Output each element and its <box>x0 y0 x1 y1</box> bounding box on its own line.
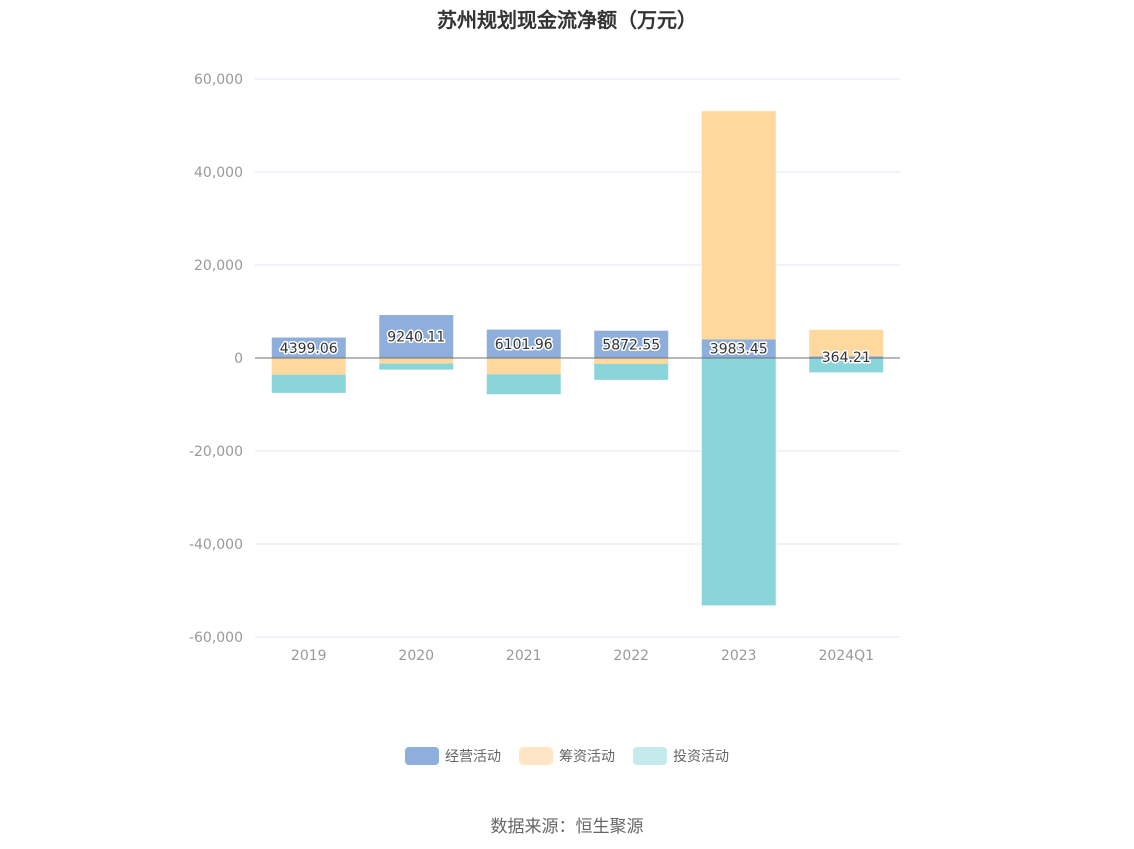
bar-筹资活动-2024Q1 <box>809 329 884 357</box>
x-tick-label: 2024Q1 <box>818 648 874 664</box>
legend-swatch <box>519 747 553 765</box>
bar-投资活动-2023 <box>701 358 776 606</box>
y-tick-label: 0 <box>234 351 243 367</box>
y-tick-label: 40,000 <box>194 165 243 181</box>
x-tick-label: 2021 <box>506 648 542 664</box>
bar-经营活动-2022 <box>594 330 669 358</box>
y-tick-label: -60,000 <box>189 630 243 646</box>
legend-label: 筹资活动 <box>559 749 615 765</box>
bar-投资活动-2020 <box>379 363 454 370</box>
y-tick-label: -20,000 <box>189 444 243 460</box>
axis-labels: 60,000 40,000 20,000 0 -20,000 -40,000 -60,000… <box>189 72 874 664</box>
bar-筹资活动-2021 <box>486 358 561 375</box>
x-tick-label: 2022 <box>613 648 649 664</box>
legend-label: 投资活动 <box>673 749 729 765</box>
bar-经营活动-2019 <box>271 337 346 358</box>
data-labels: 4399.06 9240.11 6101.96 5872.55 3983.45 364.2… <box>278 328 872 368</box>
bar-投资活动-2024Q1 <box>809 358 884 373</box>
bar-投资活动-2021 <box>486 374 561 395</box>
bar-筹资活动-2019 <box>271 358 346 375</box>
bar-经营活动-2021 <box>486 329 561 358</box>
x-tick-label: 2023 <box>721 648 757 664</box>
bar-筹资活动-2023 <box>701 111 776 340</box>
data-label: 4399.06 <box>280 341 338 357</box>
bars <box>271 111 884 606</box>
y-tick-label: 20,000 <box>194 258 243 274</box>
bar-筹资活动-2022 <box>594 358 669 365</box>
legend-item[interactable]: 筹资活动 <box>519 746 615 766</box>
data-label: 6101.96 <box>495 337 553 353</box>
x-tick-label: 2019 <box>291 648 327 664</box>
bar-投资活动-2022 <box>594 364 669 380</box>
data-source: 数据来源：恒生聚源 <box>490 817 644 837</box>
chart-title: 苏州规划现金流净额（万元） <box>437 8 697 32</box>
data-label: 364.21 <box>822 350 871 366</box>
legend-label: 经营活动 <box>445 749 501 765</box>
legend-item[interactable]: 投资活动 <box>633 746 729 766</box>
bar-筹资活动-2020 <box>379 358 454 364</box>
bar-经营活动-2023 <box>701 339 776 358</box>
legend-swatch <box>633 747 667 765</box>
x-tick-label: 2020 <box>398 648 434 664</box>
data-label: 3983.45 <box>710 342 768 358</box>
y-tick-label: 60,000 <box>194 72 243 88</box>
y-tick-label: -40,000 <box>189 537 243 553</box>
bar-经营活动-2020 <box>379 315 454 358</box>
data-label: 9240.11 <box>387 330 445 346</box>
bar-投资活动-2019 <box>271 374 346 393</box>
legend: 经营活动 筹资活动 投资活动 <box>0 746 1134 766</box>
cash-flow-chart: 60,000 40,000 20,000 0 -20,000 -40,000 -60,000… <box>189 72 900 664</box>
bar-经营活动-2024Q1 <box>809 356 884 358</box>
data-label: 5872.55 <box>602 337 660 353</box>
legend-item[interactable]: 经营活动 <box>405 746 501 766</box>
grid-lines <box>255 78 900 638</box>
legend-swatch <box>405 747 439 765</box>
